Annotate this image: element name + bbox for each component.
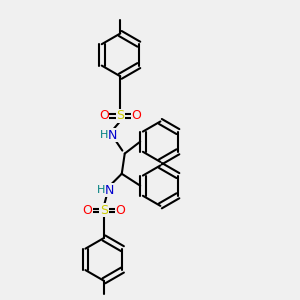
Text: H: H — [97, 185, 105, 195]
Text: O: O — [132, 109, 142, 122]
Text: O: O — [82, 204, 92, 217]
Text: H: H — [100, 130, 108, 140]
Text: S: S — [100, 204, 108, 217]
Text: O: O — [115, 204, 125, 217]
Text: O: O — [99, 109, 109, 122]
Text: N: N — [108, 129, 118, 142]
Text: N: N — [105, 184, 115, 196]
Text: S: S — [116, 109, 124, 122]
